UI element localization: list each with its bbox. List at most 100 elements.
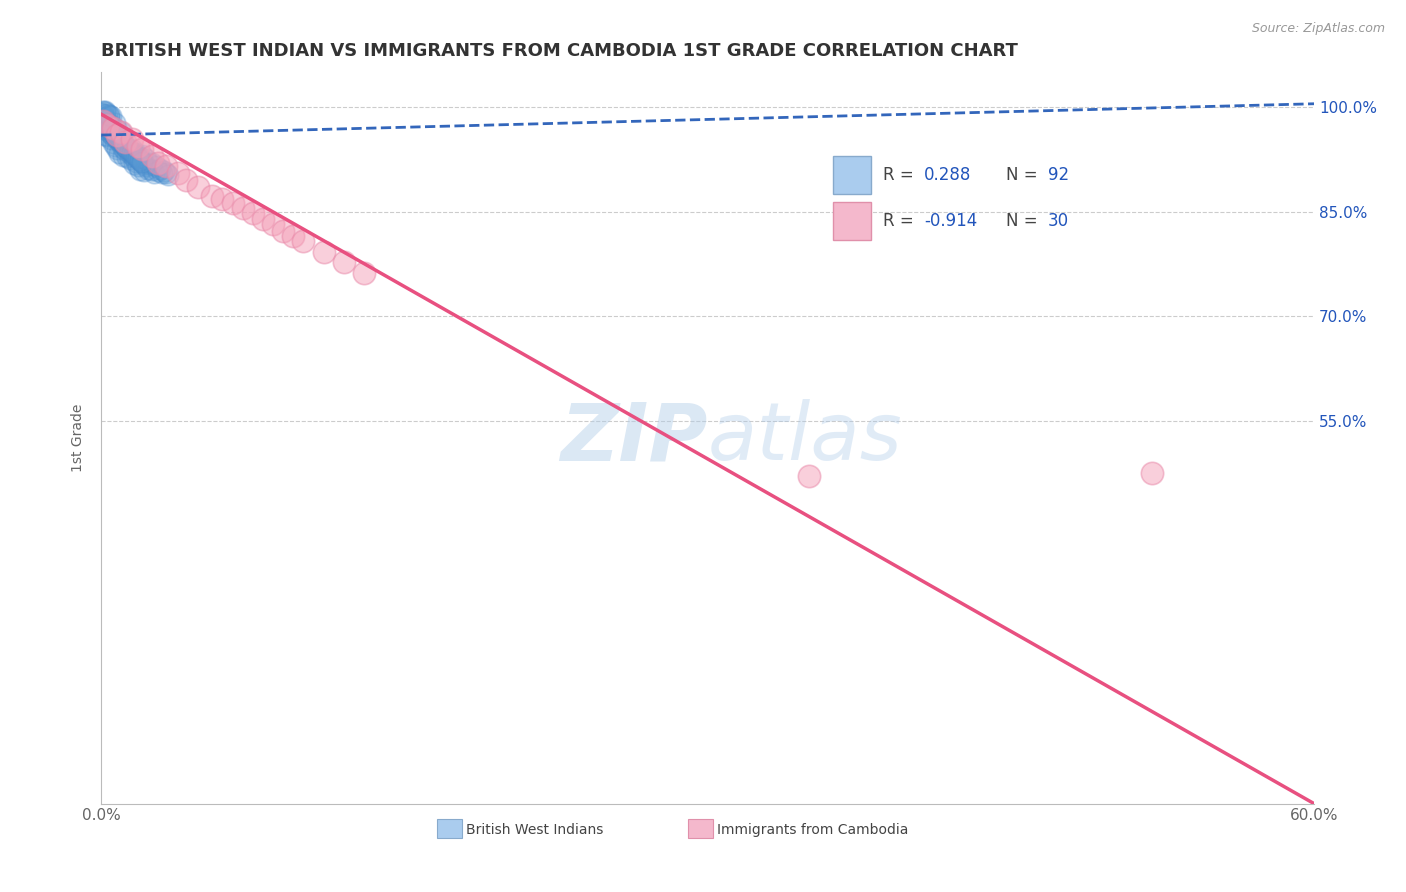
Point xyxy=(98,109,121,123)
Point xyxy=(156,169,179,183)
Point xyxy=(142,166,165,180)
Point xyxy=(94,111,117,125)
Point xyxy=(103,122,125,136)
Text: N =: N = xyxy=(1007,166,1043,184)
Point xyxy=(98,108,121,122)
Point xyxy=(124,149,146,163)
Point xyxy=(211,192,233,206)
Point xyxy=(150,166,173,180)
Point xyxy=(127,160,149,174)
Text: -0.914: -0.914 xyxy=(924,212,977,230)
Text: Immigrants from Cambodia: Immigrants from Cambodia xyxy=(717,822,908,837)
Point xyxy=(128,162,150,177)
Point xyxy=(110,129,132,144)
Text: BRITISH WEST INDIAN VS IMMIGRANTS FROM CAMBODIA 1ST GRADE CORRELATION CHART: BRITISH WEST INDIAN VS IMMIGRANTS FROM C… xyxy=(101,42,1018,60)
Point xyxy=(117,141,139,155)
Point xyxy=(221,196,243,211)
Point xyxy=(121,147,143,161)
Point xyxy=(353,266,375,280)
Point xyxy=(112,136,135,151)
Point xyxy=(131,147,153,161)
Point xyxy=(333,255,356,269)
Point xyxy=(103,136,125,151)
Point xyxy=(128,153,150,168)
Point xyxy=(1142,466,1164,480)
Point xyxy=(141,149,163,163)
Point xyxy=(105,130,128,145)
Point xyxy=(174,173,197,187)
Point xyxy=(114,144,136,158)
Point xyxy=(90,114,112,128)
Point xyxy=(91,107,114,121)
Point xyxy=(135,153,157,167)
Point xyxy=(98,121,121,136)
Point xyxy=(155,166,177,180)
Point xyxy=(252,211,274,226)
Point xyxy=(104,115,127,129)
Point xyxy=(131,142,153,156)
Text: 30: 30 xyxy=(1047,212,1069,230)
Point xyxy=(100,127,122,141)
Point xyxy=(141,162,163,177)
Point xyxy=(262,217,284,231)
Point xyxy=(98,120,121,134)
Point xyxy=(110,134,132,148)
Point xyxy=(167,166,190,180)
Point xyxy=(108,145,131,160)
Point xyxy=(797,469,820,483)
Point xyxy=(96,122,118,136)
Point xyxy=(138,157,160,171)
Point xyxy=(100,109,122,123)
Point xyxy=(145,160,167,174)
Point xyxy=(131,155,153,169)
Point xyxy=(96,129,118,144)
Point xyxy=(94,115,117,129)
Point xyxy=(127,149,149,163)
Point xyxy=(121,145,143,159)
Text: N =: N = xyxy=(1007,212,1043,230)
Point xyxy=(91,103,114,118)
Point xyxy=(124,145,146,160)
Point xyxy=(146,156,169,170)
Point xyxy=(96,115,118,129)
Point xyxy=(117,142,139,156)
Point xyxy=(122,147,145,161)
Point xyxy=(128,150,150,164)
Point xyxy=(121,142,143,156)
Text: British West Indians: British West Indians xyxy=(467,822,603,837)
Point xyxy=(96,120,118,134)
Point xyxy=(121,131,143,145)
Point xyxy=(127,151,149,165)
Point xyxy=(283,229,305,244)
Point xyxy=(100,118,122,132)
Point xyxy=(155,160,177,174)
Point xyxy=(108,132,131,146)
Point xyxy=(187,180,209,194)
Point xyxy=(105,131,128,145)
Point xyxy=(104,127,127,141)
Point xyxy=(114,138,136,153)
Point xyxy=(104,138,127,153)
Point xyxy=(103,121,125,136)
Point xyxy=(98,125,121,139)
Point xyxy=(242,206,264,220)
Point xyxy=(131,154,153,169)
Point xyxy=(91,112,114,127)
Point xyxy=(105,142,128,156)
Point xyxy=(105,122,128,136)
Point xyxy=(108,134,131,148)
Point xyxy=(96,118,118,132)
Point xyxy=(94,103,117,118)
Point xyxy=(114,138,136,153)
Point xyxy=(136,161,159,176)
Point xyxy=(96,106,118,120)
Text: ZIP: ZIP xyxy=(560,399,707,477)
Point xyxy=(110,136,132,151)
Point xyxy=(232,201,254,215)
Point xyxy=(112,149,135,163)
Point xyxy=(94,105,117,120)
Point xyxy=(90,105,112,120)
Point xyxy=(100,131,122,145)
Point xyxy=(94,128,117,142)
Point xyxy=(100,124,122,138)
